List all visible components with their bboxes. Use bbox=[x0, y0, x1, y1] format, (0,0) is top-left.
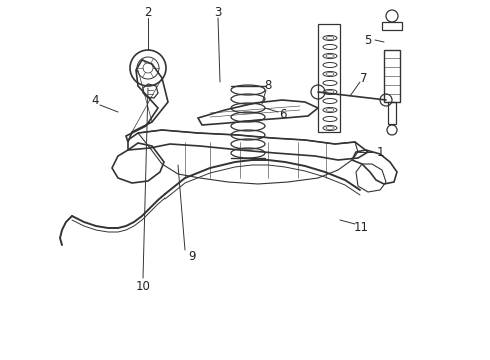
Bar bbox=[388, 102, 396, 124]
Bar bbox=[384, 50, 400, 102]
Text: 1: 1 bbox=[376, 145, 384, 158]
Text: 5: 5 bbox=[364, 33, 372, 46]
Text: 7: 7 bbox=[360, 72, 368, 85]
Text: 2: 2 bbox=[144, 5, 152, 18]
Bar bbox=[318, 24, 340, 132]
Text: 9: 9 bbox=[188, 249, 196, 262]
Text: 6: 6 bbox=[279, 108, 287, 121]
Bar bbox=[382, 22, 402, 30]
Text: 8: 8 bbox=[264, 78, 271, 91]
Text: 4: 4 bbox=[91, 94, 99, 107]
Text: 11: 11 bbox=[353, 220, 368, 234]
Text: 10: 10 bbox=[136, 279, 150, 292]
Text: 3: 3 bbox=[214, 5, 221, 18]
